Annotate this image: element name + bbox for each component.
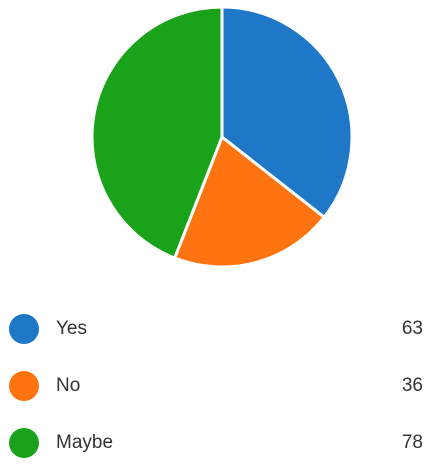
legend-value-no: 36 <box>402 374 423 398</box>
legend-item-maybe[interactable]: Maybe 78 <box>0 419 429 476</box>
legend-label-no: No <box>56 374 80 398</box>
pie-slices <box>92 7 352 267</box>
legend-value-yes: 63 <box>402 317 423 341</box>
legend-label-yes: Yes <box>56 317 87 341</box>
legend-value-maybe: 78 <box>402 431 423 455</box>
legend-swatch-yes <box>9 314 39 344</box>
pie-chart <box>0 0 429 275</box>
legend-item-yes[interactable]: Yes 63 <box>0 305 429 362</box>
legend-item-no[interactable]: No 36 <box>0 362 429 419</box>
legend-swatch-maybe <box>9 428 39 458</box>
legend-label-maybe: Maybe <box>56 431 113 455</box>
legend: Yes 63 No 36 Maybe 78 <box>0 305 429 476</box>
legend-swatch-no <box>9 371 39 401</box>
